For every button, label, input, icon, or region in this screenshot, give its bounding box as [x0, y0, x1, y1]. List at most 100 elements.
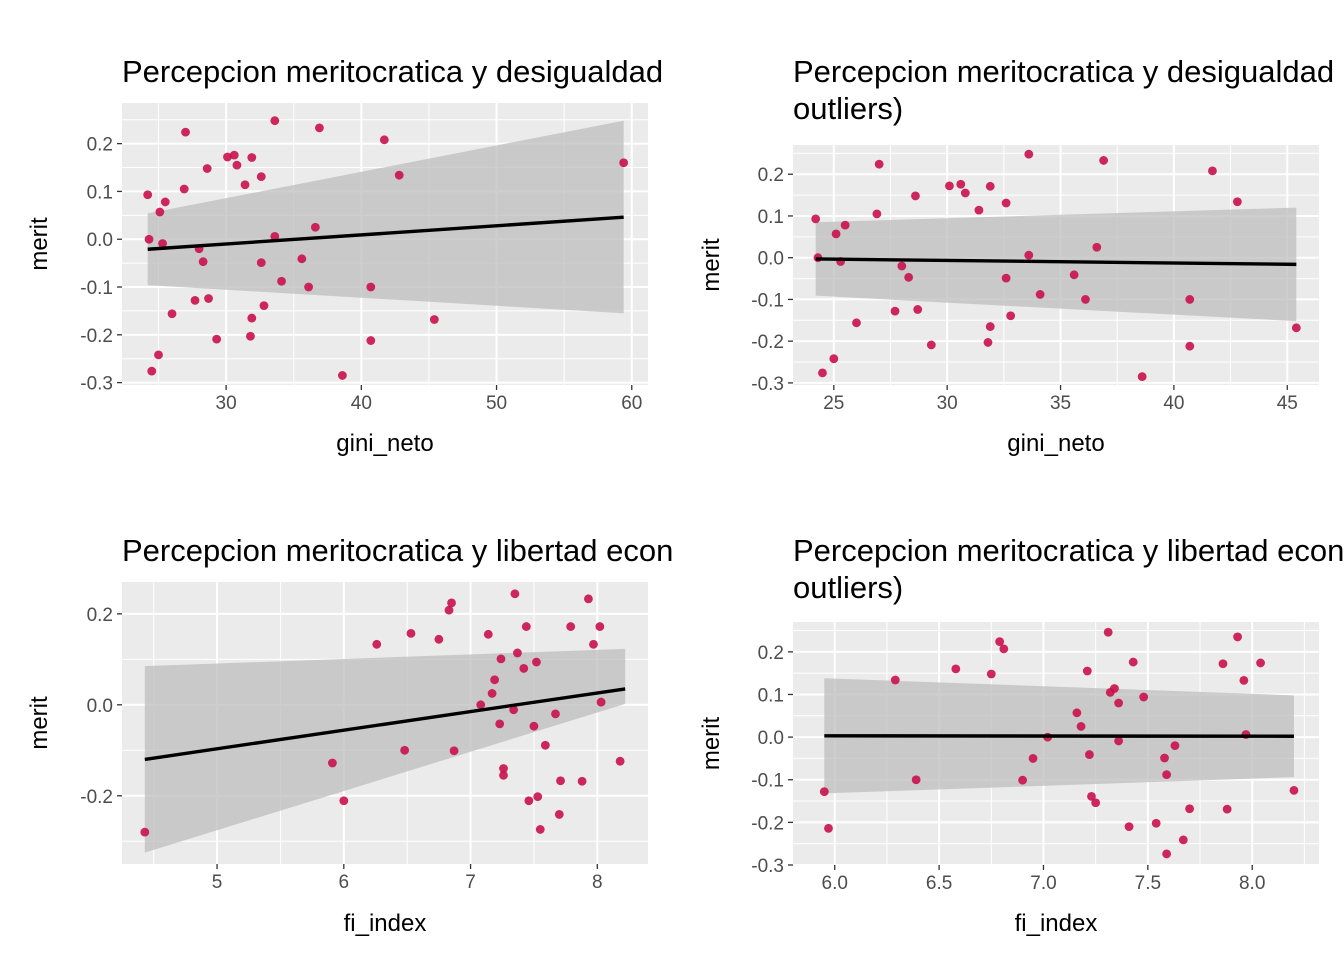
- data-point: [270, 231, 280, 241]
- data-point: [1256, 658, 1265, 668]
- data-point: [510, 589, 520, 599]
- x-tick-label: 30: [216, 393, 237, 414]
- y-tick-label: 0.1: [758, 685, 784, 706]
- data-point: [160, 197, 170, 207]
- data-point: [232, 160, 242, 170]
- data-point: [366, 282, 376, 292]
- data-point: [1124, 822, 1134, 832]
- data-point: [394, 170, 404, 180]
- y-tick-label: -0.3: [80, 374, 113, 395]
- chart-panel-3: 5 6 7 8 -0.2 0.0 0.2 fi_index merit Percepcion me…: [26, 533, 672, 937]
- data-point: [310, 222, 320, 232]
- data-point: [566, 622, 576, 631]
- chart-panel-1: 30 40 50 60 -0.3 -0.2 -0.1 0.0 0.1 0.2 gini_neto me…: [26, 54, 663, 457]
- data-point: [1024, 149, 1034, 159]
- chart-title: Percepcion meritocratica y desigualdad (…: [793, 54, 1344, 89]
- data-point: [1239, 676, 1249, 685]
- y-tick-label: 0.1: [758, 207, 784, 228]
- data-point: [1001, 273, 1011, 283]
- data-point: [1082, 666, 1092, 676]
- data-point: [204, 294, 213, 303]
- data-point: [315, 123, 324, 133]
- x-tick-label: 25: [823, 393, 844, 414]
- data-point: [540, 740, 550, 750]
- data-point: [179, 184, 189, 194]
- data-point: [513, 648, 522, 658]
- data-point: [551, 709, 560, 719]
- data-point: [496, 654, 506, 664]
- y-tick-label: 0.0: [758, 249, 784, 270]
- data-point: [155, 207, 165, 217]
- data-point: [1028, 754, 1038, 763]
- data-point: [1081, 295, 1090, 304]
- gridlines: [793, 622, 1319, 865]
- x-axis-label: fi_index: [344, 910, 427, 937]
- data-point: [926, 340, 936, 350]
- chart-title: Percepcion meritocratica y libertad econ…: [793, 533, 1344, 568]
- data-point: [1091, 798, 1101, 808]
- data-point: [1035, 290, 1045, 299]
- x-tick-label: 6.0: [822, 873, 848, 894]
- data-point: [444, 605, 454, 615]
- data-point: [246, 331, 255, 341]
- data-point: [144, 234, 154, 244]
- x-tick-label: 6: [339, 872, 350, 893]
- data-point: [1185, 341, 1195, 351]
- data-point: [490, 675, 500, 685]
- x-tick-label: 7.0: [1030, 873, 1056, 894]
- x-axis-label: gini_neto: [1007, 430, 1104, 457]
- data-point: [447, 598, 456, 608]
- data-point: [212, 334, 222, 344]
- data-point: [951, 664, 961, 674]
- y-tick-label: 0.2: [758, 643, 784, 664]
- data-point: [1178, 835, 1188, 845]
- data-point: [974, 205, 984, 215]
- data-point: [366, 336, 376, 345]
- confidence-band: [144, 648, 626, 853]
- data-point: [229, 150, 239, 160]
- x-tick-label: 40: [351, 393, 372, 414]
- data-point: [1099, 156, 1109, 165]
- data-point: [995, 637, 1005, 647]
- y-axis-label: merit: [698, 238, 725, 292]
- x-tick-label: 50: [486, 393, 507, 414]
- data-point: [476, 700, 486, 710]
- data-point: [328, 758, 337, 768]
- data-point: [256, 172, 266, 182]
- data-point: [1114, 736, 1124, 746]
- data-point: [1139, 692, 1149, 702]
- x-tick-label: 5: [212, 872, 223, 893]
- y-tick-label: -0.2: [80, 787, 113, 808]
- y-tick-label: -0.1: [751, 771, 784, 792]
- x-axis-label: fi_index: [1015, 910, 1098, 937]
- data-point: [1137, 372, 1147, 382]
- data-point: [840, 220, 850, 230]
- data-point: [372, 639, 382, 649]
- data-point: [904, 272, 914, 282]
- data-point: [147, 366, 157, 376]
- data-point: [499, 764, 508, 773]
- chart-title: outliers): [793, 91, 903, 126]
- x-tick-label: 45: [1277, 393, 1298, 414]
- data-point: [913, 305, 923, 314]
- data-point: [1076, 722, 1086, 731]
- data-point: [911, 775, 921, 785]
- data-point: [890, 675, 900, 685]
- data-point: [1185, 804, 1194, 814]
- data-point: [1092, 242, 1102, 252]
- data-point: [1024, 250, 1034, 260]
- data-point: [259, 301, 269, 311]
- x-tick-label: 8.0: [1239, 873, 1265, 894]
- data-point: [1006, 311, 1016, 321]
- chart-panel-4: 6.0 6.5 7.0 7.5 8.0 -0.3 -0.2 -0.1 0.0 0.1 0.2 fi_i…: [698, 533, 1344, 937]
- data-point: [509, 705, 519, 715]
- data-point: [181, 127, 190, 137]
- data-point: [449, 746, 459, 756]
- data-point: [1001, 198, 1011, 208]
- data-point: [297, 254, 307, 264]
- data-point: [521, 622, 531, 631]
- data-point: [158, 239, 167, 248]
- data-point: [1185, 295, 1195, 304]
- data-point: [596, 697, 606, 707]
